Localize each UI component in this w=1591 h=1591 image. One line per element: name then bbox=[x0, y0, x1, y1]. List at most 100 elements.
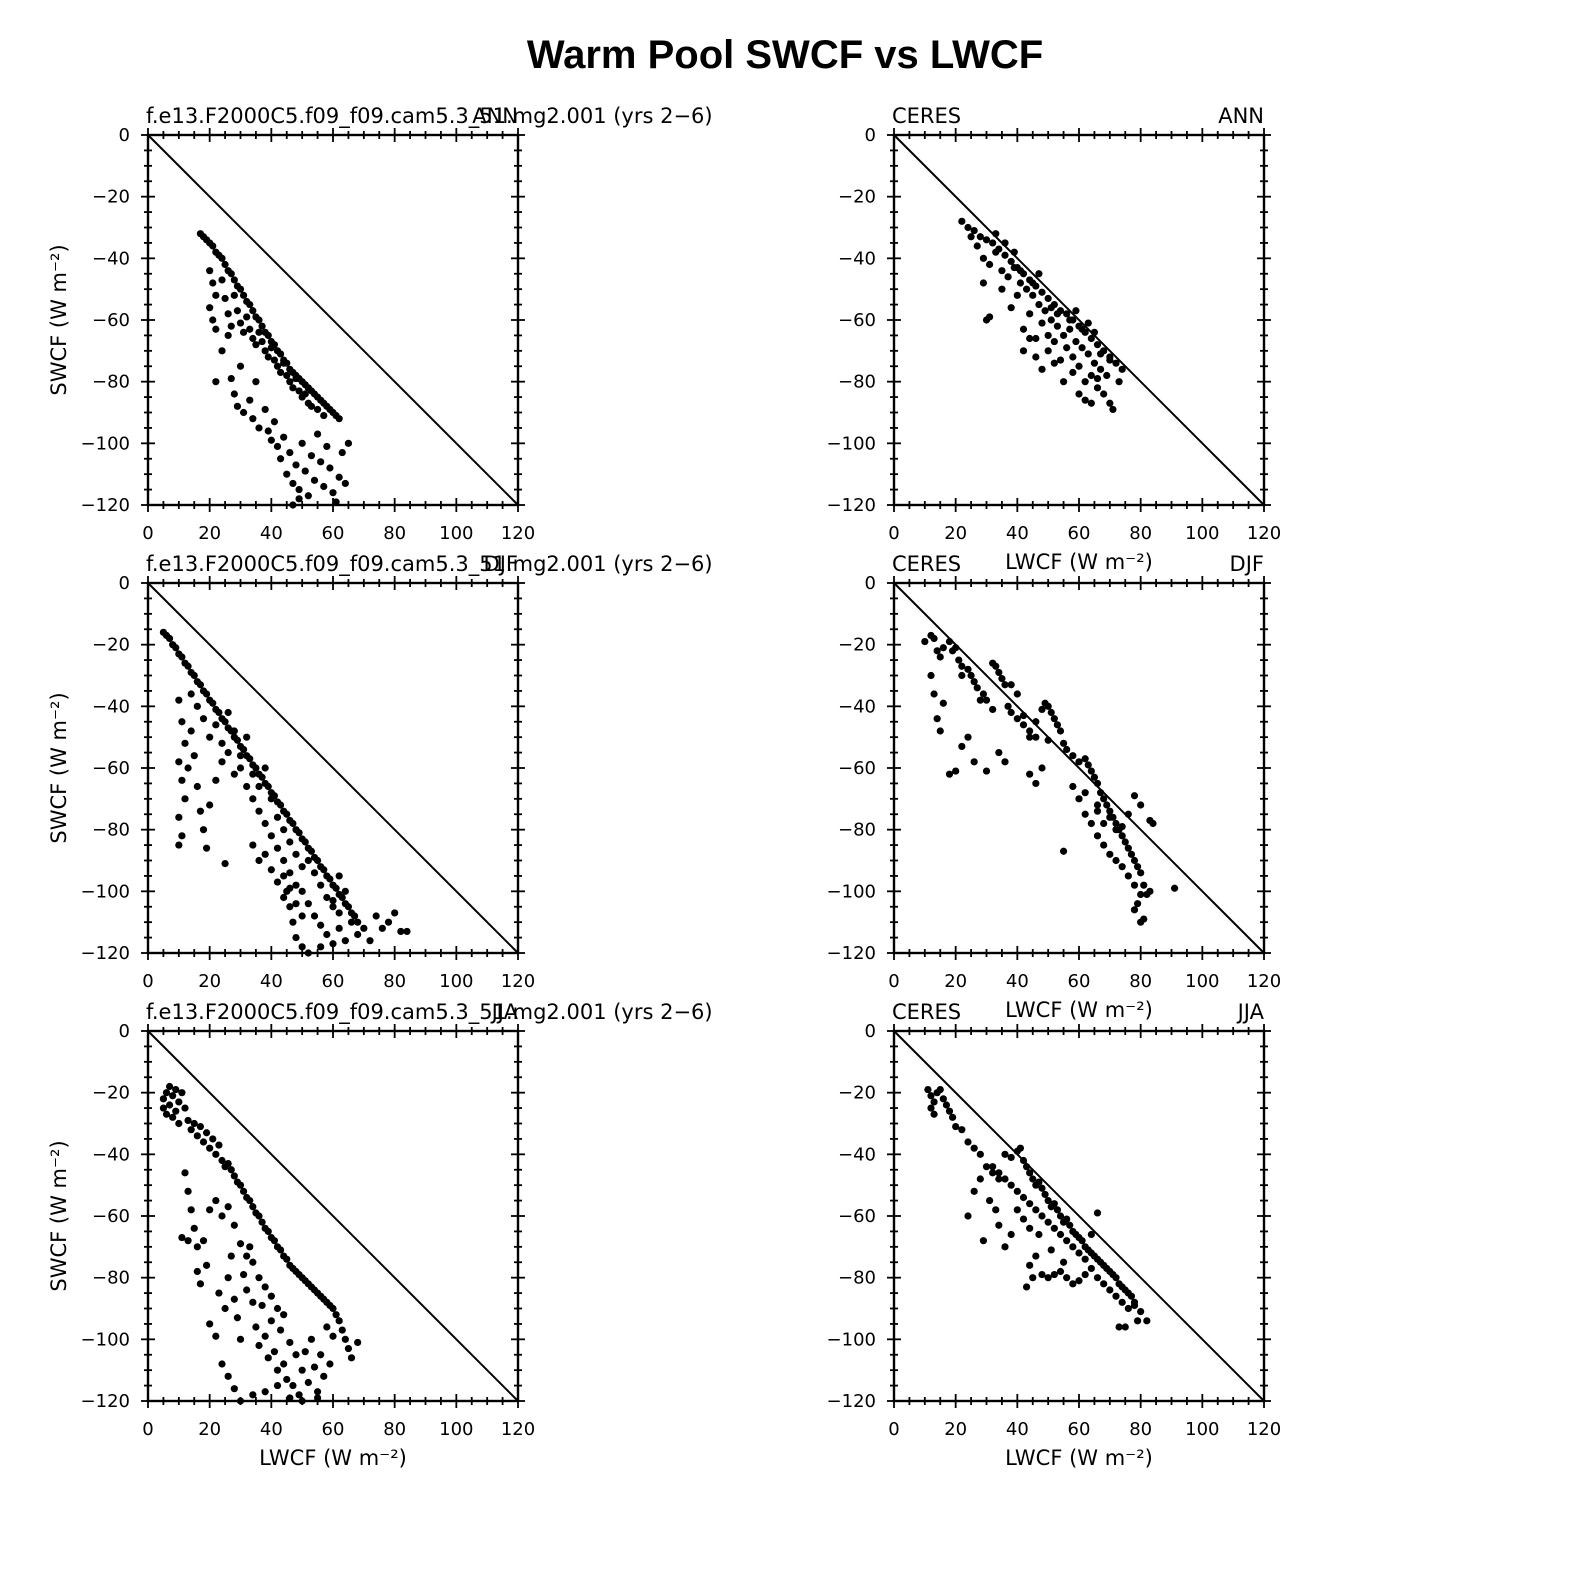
data-point bbox=[280, 433, 288, 441]
data-point bbox=[1081, 378, 1089, 386]
data-point bbox=[1112, 1292, 1120, 1300]
data-point bbox=[246, 396, 254, 404]
data-point bbox=[1140, 881, 1148, 889]
data-point bbox=[1078, 325, 1086, 333]
x-tick-label: 100 bbox=[439, 1419, 473, 1440]
data-point bbox=[215, 1141, 223, 1149]
data-point bbox=[286, 869, 294, 877]
data-point bbox=[233, 307, 242, 315]
data-point bbox=[1032, 1206, 1040, 1214]
data-point bbox=[236, 319, 245, 327]
data-point bbox=[249, 1391, 257, 1399]
data-point bbox=[261, 1388, 269, 1396]
data-point bbox=[249, 770, 257, 778]
data-point bbox=[936, 653, 944, 661]
data-point bbox=[298, 439, 306, 447]
data-point bbox=[998, 674, 1006, 683]
data-point bbox=[221, 260, 229, 269]
data-point bbox=[982, 1163, 991, 1171]
data-point bbox=[249, 841, 257, 849]
data-point bbox=[295, 387, 303, 395]
data-point bbox=[292, 881, 300, 889]
data-point bbox=[338, 1326, 346, 1334]
data-point bbox=[270, 1348, 279, 1356]
data-point bbox=[301, 1348, 309, 1356]
data-point bbox=[1075, 758, 1083, 766]
data-point bbox=[1007, 681, 1015, 689]
data-point bbox=[1026, 727, 1034, 735]
data-point bbox=[230, 727, 238, 735]
data-point bbox=[246, 1196, 254, 1205]
data-point bbox=[261, 819, 269, 828]
data-point bbox=[1093, 384, 1102, 392]
data-point bbox=[261, 764, 269, 772]
data-point bbox=[221, 718, 229, 726]
data-point bbox=[970, 1144, 978, 1152]
data-point bbox=[178, 718, 186, 726]
data-point bbox=[1084, 761, 1092, 769]
data-point bbox=[403, 927, 411, 936]
data-point bbox=[1124, 810, 1132, 818]
data-point bbox=[344, 439, 353, 447]
y-tick-label: −40 bbox=[838, 248, 876, 269]
data-point bbox=[1100, 1280, 1108, 1288]
data-point bbox=[286, 1394, 294, 1402]
data-point bbox=[243, 733, 251, 741]
x-axis-title: LWCF (W m⁻²) bbox=[1005, 1446, 1153, 1470]
data-point bbox=[939, 699, 947, 707]
data-point bbox=[212, 1150, 220, 1158]
data-point bbox=[261, 1283, 269, 1291]
data-point bbox=[313, 1388, 322, 1396]
data-point bbox=[230, 276, 238, 284]
data-point bbox=[930, 634, 938, 643]
data-point bbox=[258, 1218, 266, 1226]
data-point bbox=[1093, 832, 1102, 840]
data-point bbox=[927, 1104, 935, 1112]
data-point bbox=[930, 1098, 938, 1106]
data-point bbox=[1093, 807, 1102, 815]
data-point bbox=[249, 307, 257, 315]
data-point bbox=[193, 782, 201, 791]
data-point bbox=[295, 495, 303, 503]
data-point bbox=[246, 1243, 254, 1251]
data-point bbox=[982, 236, 991, 244]
data-point bbox=[945, 1107, 954, 1115]
data-point bbox=[1137, 890, 1145, 899]
data-point bbox=[329, 903, 337, 911]
x-tick-label: 60 bbox=[322, 971, 345, 992]
data-point bbox=[1016, 1144, 1025, 1152]
data-point bbox=[184, 764, 192, 772]
data-point bbox=[218, 276, 226, 284]
scatter-panel: 0 20 40 60 80 100 120 0 −20 −40 −60 −80 −100 −120 CERE… bbox=[827, 552, 1282, 1022]
data-point bbox=[1078, 344, 1086, 352]
data-point bbox=[1032, 334, 1040, 343]
data-point bbox=[958, 1126, 966, 1134]
data-point bbox=[243, 1252, 251, 1260]
data-point bbox=[172, 1107, 180, 1115]
data-point bbox=[206, 733, 214, 741]
data-point bbox=[1050, 1270, 1058, 1279]
y-axis-title: SWCF (W m⁻²) bbox=[47, 1140, 71, 1291]
data-point bbox=[286, 378, 294, 386]
x-tick-label: 120 bbox=[501, 971, 535, 992]
data-point bbox=[193, 702, 201, 710]
data-point bbox=[1019, 1156, 1028, 1165]
data-point bbox=[970, 226, 978, 235]
data-point bbox=[298, 943, 306, 951]
data-point bbox=[1069, 353, 1077, 361]
data-point bbox=[329, 1304, 337, 1313]
data-point bbox=[1001, 758, 1009, 766]
data-point bbox=[310, 476, 319, 484]
data-point bbox=[979, 690, 988, 698]
data-point bbox=[193, 1132, 201, 1140]
x-tick-label: 20 bbox=[944, 1419, 967, 1440]
data-point bbox=[989, 239, 997, 247]
data-point bbox=[1019, 1193, 1028, 1202]
data-point bbox=[1047, 316, 1055, 324]
data-point bbox=[1087, 334, 1095, 343]
data-point bbox=[301, 467, 309, 475]
data-point bbox=[1050, 1224, 1058, 1232]
data-point bbox=[258, 337, 266, 346]
data-point bbox=[1130, 1301, 1139, 1310]
data-point bbox=[227, 374, 235, 383]
